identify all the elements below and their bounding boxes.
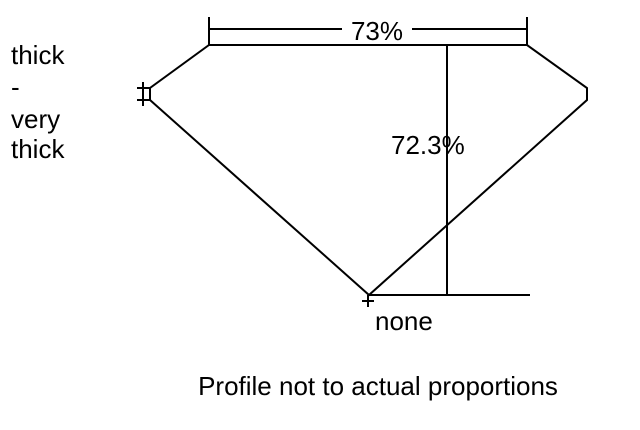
- bottom-label: none: [375, 306, 433, 336]
- side-label-line2: -: [11, 72, 20, 102]
- height-dimension-label: 72.3%: [391, 130, 465, 160]
- side-label-line3: very: [11, 104, 60, 134]
- profile-outline: [149, 44, 588, 297]
- side-label-line4: thick: [11, 134, 65, 164]
- width-dimension-label: 73%: [351, 16, 403, 46]
- side-label-line1: thick: [11, 40, 65, 70]
- caption: Profile not to actual proportions: [198, 371, 558, 401]
